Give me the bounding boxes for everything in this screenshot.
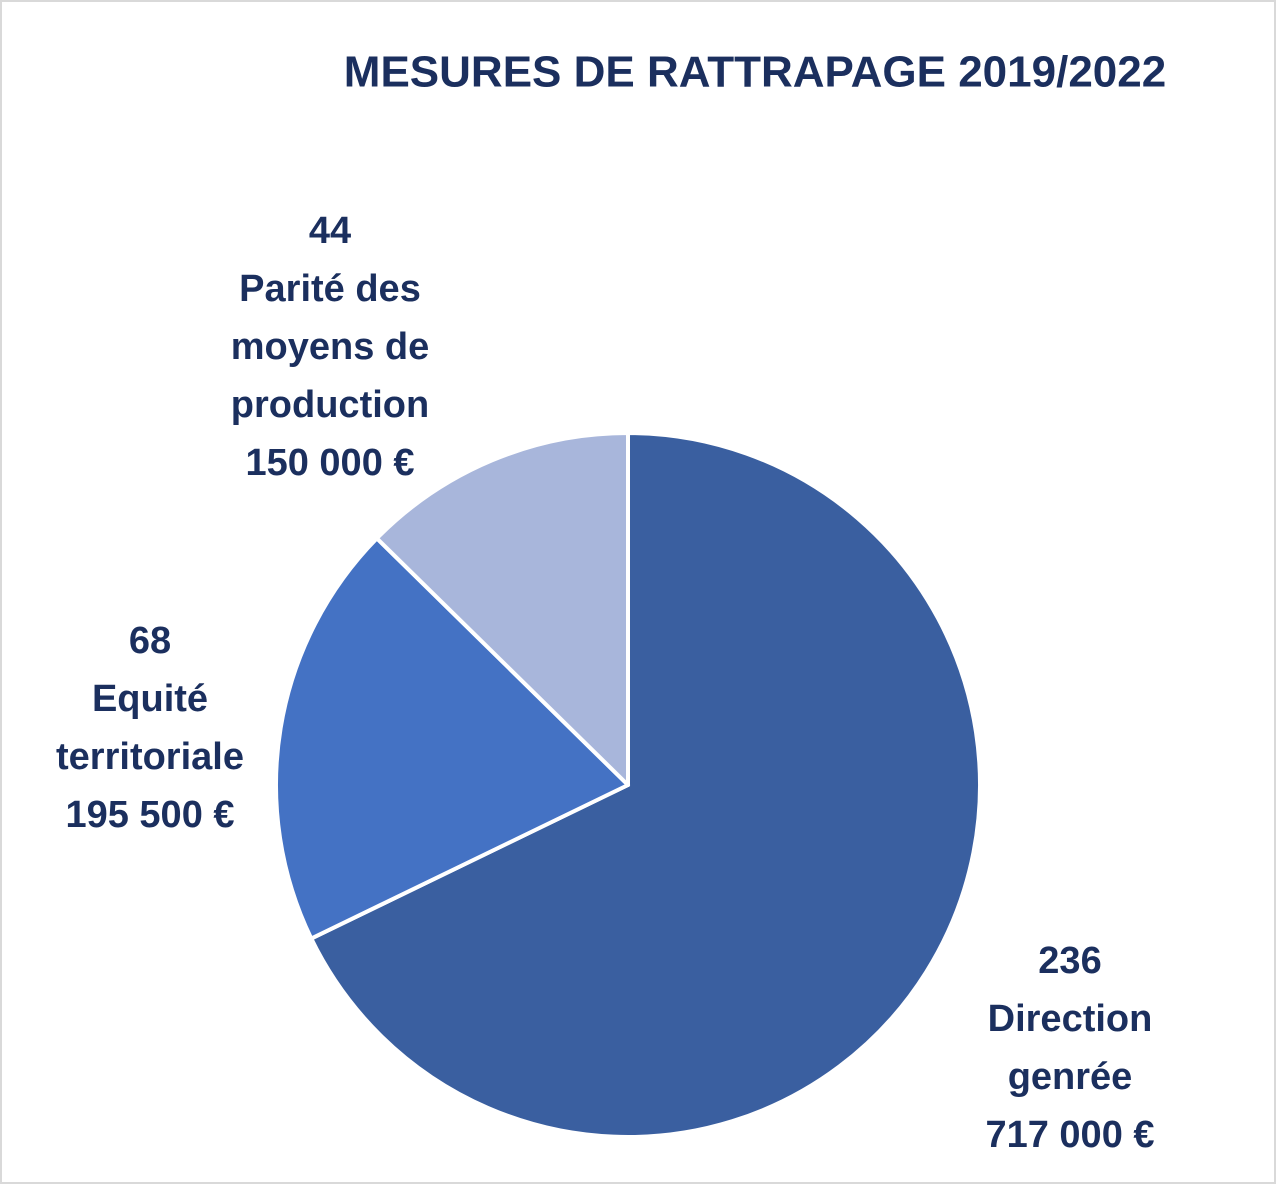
pie-slice [374,431,630,787]
data-label: 44 [309,210,351,252]
amount-label: 150 000 € [245,442,414,484]
pie-slice [309,431,982,1139]
amount-label: 195 500 € [65,794,234,836]
category-label: Parité des moyens de production [231,268,430,426]
data-label: 68 [129,620,171,662]
amount-label: 717 000 € [985,1114,1154,1156]
pie-slice [274,536,630,941]
category-label: Direction genrée [988,998,1153,1098]
chart-title: MESURES DE RATTRAPAGE 2019/2022 [344,48,1166,97]
category-label: Equité territoriale [56,678,244,778]
data-label: 236 [1038,940,1101,982]
